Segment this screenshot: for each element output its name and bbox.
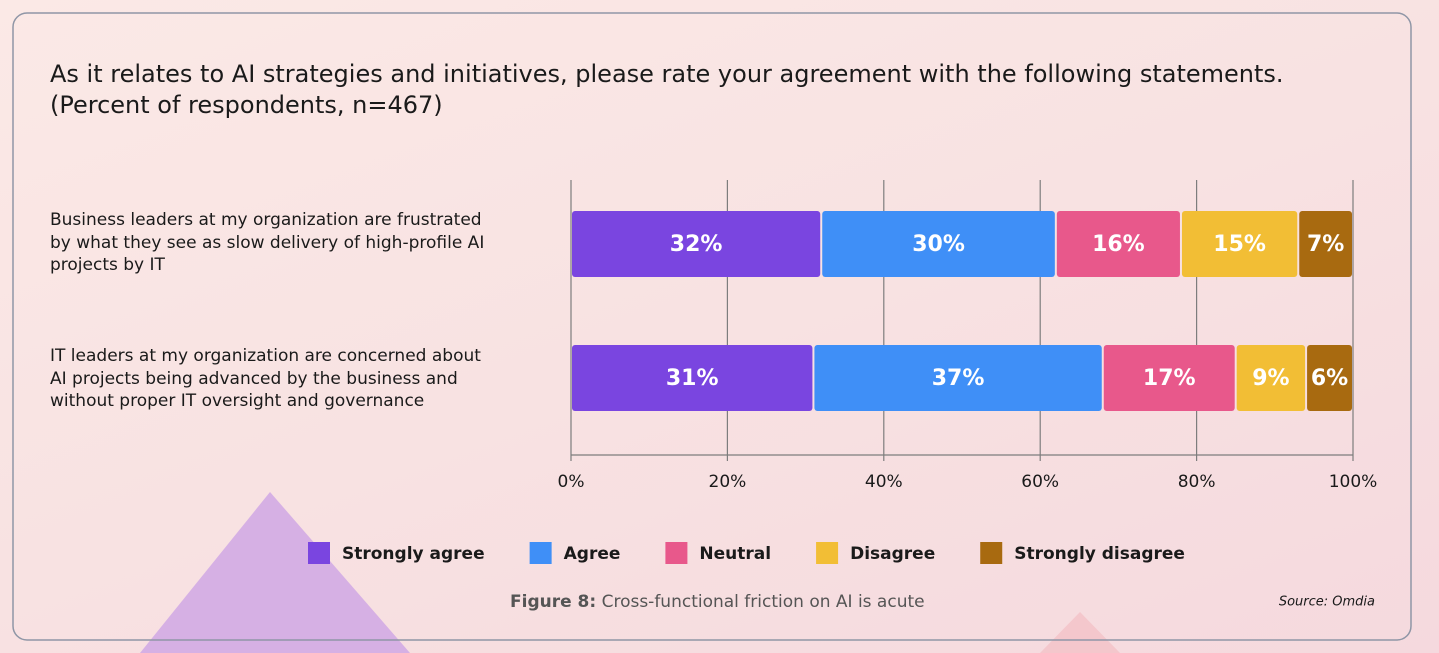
data-label: 32% — [670, 232, 723, 257]
legend-label: Strongly agree — [342, 544, 485, 564]
caption-label: Figure 8: — [510, 592, 596, 612]
chart-subtitle: (Percent of respondents, n=467) — [50, 91, 443, 119]
bar-segment — [572, 345, 813, 411]
legend-swatch — [665, 542, 688, 564]
data-label: 31% — [666, 366, 719, 391]
bar-segment — [1236, 345, 1306, 411]
x-tick-label: 20% — [709, 472, 747, 492]
bar-segment — [1181, 211, 1298, 277]
chart-title: As it relates to AI strategies and initi… — [50, 60, 1284, 88]
decoration — [140, 492, 410, 653]
card — [12, 12, 1412, 641]
x-tick-label: 0% — [558, 472, 585, 492]
bar-segment — [1299, 211, 1352, 277]
decoration — [1040, 612, 1120, 653]
data-label: 15% — [1213, 232, 1266, 257]
data-label: 17% — [1143, 366, 1196, 391]
bar-segment — [1056, 211, 1180, 277]
category-label: Business leaders at my organization are … — [50, 210, 485, 275]
category-label: IT leaders at my organization are concer… — [50, 346, 481, 411]
legend-label: Disagree — [850, 544, 935, 564]
legend-swatch — [980, 542, 1003, 564]
x-tick-label: 40% — [865, 472, 903, 492]
data-label: 16% — [1092, 232, 1145, 257]
data-label: 9% — [1252, 366, 1289, 391]
legend-label: Neutral — [699, 544, 771, 564]
caption: Figure 8: Cross-functional friction on A… — [510, 592, 925, 612]
data-label: 7% — [1307, 232, 1344, 257]
legend-swatch — [529, 542, 552, 564]
legend-label: Agree — [564, 544, 621, 564]
legend-swatch — [816, 542, 839, 564]
legend-swatch — [308, 542, 330, 564]
bar-segment — [1103, 345, 1235, 411]
bar-segment — [814, 345, 1102, 411]
caption-text: Cross-functional friction on AI is acute — [602, 592, 925, 612]
x-tick-label: 80% — [1178, 472, 1216, 492]
bar-segment — [1307, 345, 1352, 411]
data-label: 30% — [912, 232, 965, 257]
x-tick-label: 60% — [1021, 472, 1059, 492]
data-label: 37% — [932, 366, 985, 391]
source: Source: Omdia — [1279, 595, 1375, 610]
bar-segment — [572, 211, 821, 277]
data-label: 6% — [1311, 366, 1348, 391]
x-tick-label: 100% — [1329, 472, 1378, 492]
legend-label: Strongly disagree — [1014, 544, 1185, 564]
bar-segment — [822, 211, 1055, 277]
